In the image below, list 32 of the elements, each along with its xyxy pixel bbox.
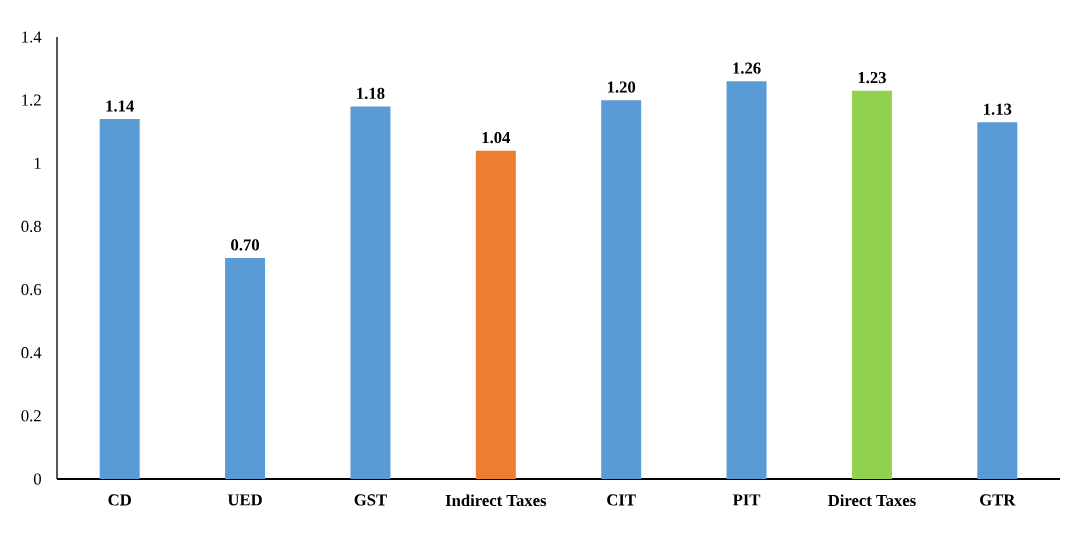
data-label: 1.23: [858, 72, 886, 84]
data-label: 1.13: [984, 103, 1012, 115]
data-label: 1.18: [357, 87, 385, 100]
x-tick-label: GTR: [980, 494, 1016, 506]
data-label: 0.70: [231, 239, 260, 251]
y-tick-label: 0: [33, 473, 41, 485]
data-label: 1.04: [482, 131, 511, 144]
bar: [225, 258, 266, 479]
x-tick-label: GST: [354, 494, 387, 506]
bar: [475, 150, 516, 479]
y-tick-label: 1.2: [22, 94, 41, 106]
data-label: 1.20: [607, 81, 636, 93]
bar: [851, 90, 892, 479]
y-tick-label: 0.6: [21, 283, 42, 296]
bar: [601, 100, 642, 479]
x-tick-label: PIT: [732, 494, 761, 506]
x-tick-label: Direct Taxes: [828, 494, 916, 507]
y-tick-label: 1.4: [22, 31, 42, 43]
y-tick-label: 0.2: [21, 410, 41, 422]
data-label: 1.14: [106, 100, 134, 112]
y-tick-label: 0.4: [21, 347, 42, 359]
x-tick-label: Indirect Taxes: [445, 494, 547, 507]
bar: [977, 122, 1018, 479]
x-tick-label: UED: [227, 494, 262, 506]
x-tick-label: CIT: [607, 494, 636, 506]
bar: [350, 106, 391, 479]
bar: [99, 119, 140, 479]
data-label: 1.26: [733, 62, 761, 74]
x-tick-label: CD: [108, 494, 131, 506]
y-tick-label: 1: [34, 157, 41, 169]
y-tick-label: 0.8: [21, 220, 41, 233]
bar: [726, 81, 767, 479]
